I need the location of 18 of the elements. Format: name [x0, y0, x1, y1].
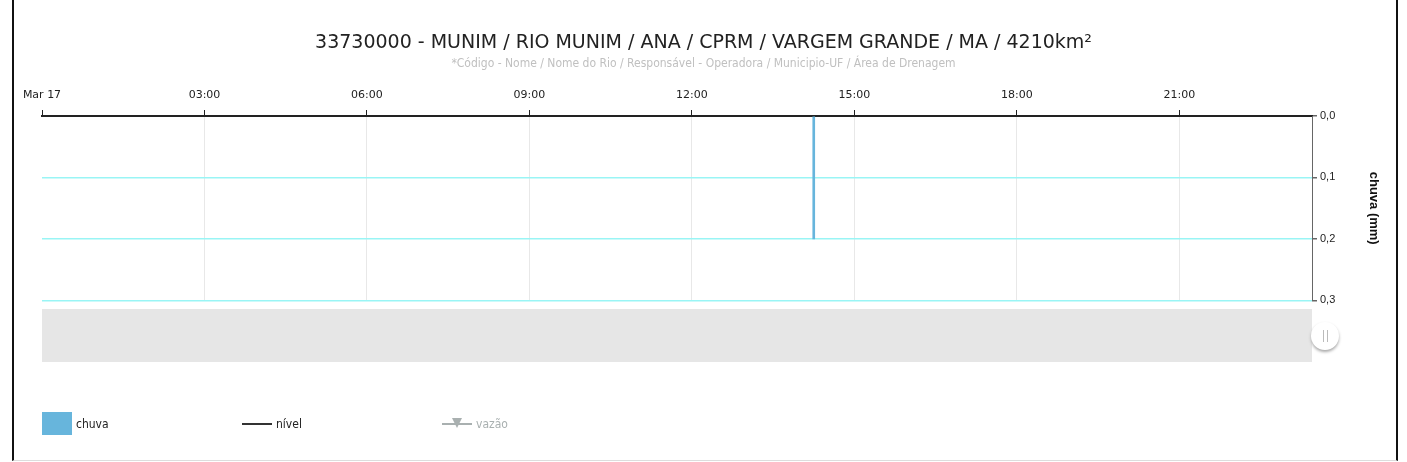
- y-axis-title: chuva (mm): [1366, 171, 1382, 245]
- y-tick-label: 0,0: [1320, 109, 1336, 122]
- y-tick-label: 0,2: [1320, 231, 1336, 244]
- x-tick-label: 12:00: [676, 88, 708, 102]
- x-tick-label: 21:00: [1163, 88, 1196, 102]
- legend-label: chuva: [76, 416, 109, 431]
- legend-label: nível: [276, 416, 302, 431]
- x-tick-label: Mar 17: [22, 88, 62, 102]
- chart-subtitle: *Código - Nome / Nome do Rio / Responsável - Operadora / Municipio-UF / Área de Drenagem: [450, 56, 957, 70]
- x-tick-label: 06:00: [351, 88, 383, 102]
- y-tick-label: 0,3: [1320, 293, 1336, 306]
- x-tick-label: 15:00: [838, 88, 871, 102]
- y-tick-label: 0,1: [1320, 170, 1336, 183]
- chart-title: 33730000 - MUNIM / RIO MUNIM / ANA / CPRM / VARGEM GRANDE / MA / 4210km²: [314, 30, 1093, 52]
- x-tick-label: 09:00: [513, 88, 546, 102]
- x-tick-label: 18:00: [1000, 88, 1033, 102]
- legend-label: vazão: [476, 416, 508, 431]
- x-tick-label: 03:00: [188, 88, 221, 102]
